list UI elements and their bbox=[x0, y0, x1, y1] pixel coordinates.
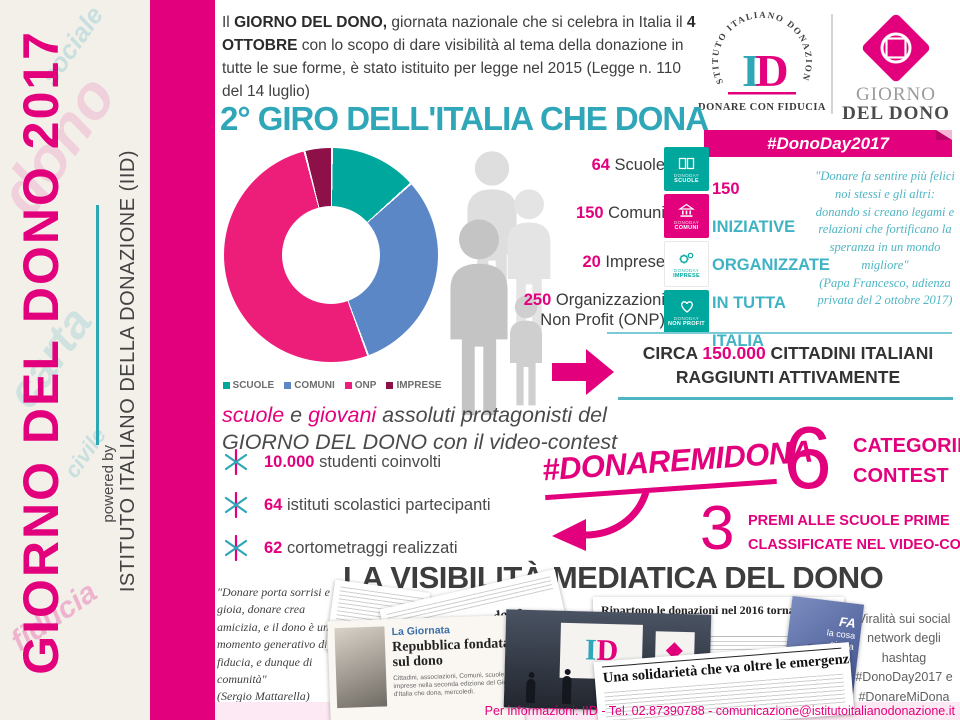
powered-by-label: powered by bbox=[100, 445, 117, 523]
person-silhouette bbox=[561, 675, 572, 705]
donut-chart bbox=[224, 148, 438, 362]
svg-text:D: D bbox=[755, 45, 788, 96]
divider-line bbox=[618, 397, 953, 400]
sparkle-icon bbox=[224, 534, 248, 562]
categories-number: 6 bbox=[783, 408, 832, 507]
stat-comuni: 150 Comuni bbox=[576, 204, 665, 222]
divider-line bbox=[607, 332, 952, 334]
person-silhouette bbox=[525, 678, 536, 704]
badge-scuole: DONODAY SCUOLE bbox=[664, 147, 709, 191]
intro-paragraph: Il GIORNO DEL DONO, giornata nazionale c… bbox=[222, 14, 696, 100]
legend-swatch bbox=[344, 382, 352, 389]
badge-comuni: DONODAY COMUNI bbox=[664, 194, 709, 238]
legend-item: COMUNI bbox=[284, 380, 335, 391]
legend-swatch bbox=[284, 382, 292, 389]
vertical-divider bbox=[96, 205, 99, 445]
legend-swatch bbox=[222, 382, 230, 389]
accent-bar bbox=[150, 0, 215, 720]
sparkle-icon bbox=[224, 448, 248, 476]
quote-papa-francesco: "Donare fa sentire più felici noi stessi… bbox=[815, 169, 955, 308]
organization-label: ISTITUTO ITALIANO DELLA DONAZIONE (IID) bbox=[117, 150, 139, 593]
badge-imprese: DONODAY IMPRESE bbox=[664, 241, 709, 287]
svg-text:DONARE CON FIDUCIA: DONARE CON FIDUCIA bbox=[698, 102, 826, 113]
protagonists-text: scuole e giovani assoluti protagonisti d… bbox=[222, 403, 618, 454]
bank-icon bbox=[678, 202, 695, 219]
giorno-del-dono-logo: GIORNO DEL DONO bbox=[842, 14, 950, 124]
badge-column: DONODAY SCUOLE DONODAY COMUNI DONODAY IM… bbox=[664, 147, 709, 334]
bullet-cortometraggi: 62 cortometraggi realizzati bbox=[222, 534, 491, 562]
legend-item: IMPRESE bbox=[386, 380, 441, 391]
sparkle-icon bbox=[224, 491, 248, 519]
social-virality-text: Viralità sui social network degli hashta… bbox=[855, 612, 953, 704]
sidebar: dono carta sociale fiducia civile GIORNO… bbox=[0, 0, 150, 720]
legend-swatch bbox=[386, 382, 394, 389]
section-heading-visibilita: LA VISIBILITÀ MEDIATICA DEL DONO bbox=[343, 560, 884, 595]
svg-text:GIORNO: GIORNO bbox=[856, 84, 936, 105]
reached-callout: CIRCA 150.000 CITTADINI ITALIANI RAGGIUN… bbox=[642, 343, 934, 387]
poster-title-vertical: GIORNO DEL DONO 2017 bbox=[13, 30, 69, 675]
badge-nonprofit: DONODAY NON PROFIT bbox=[664, 290, 709, 334]
ribbon-fold bbox=[936, 130, 952, 140]
donut-hole bbox=[282, 206, 380, 304]
diamond-icon bbox=[862, 14, 930, 82]
stat-imprese: 20 Imprese bbox=[582, 253, 665, 271]
iid-logo: ISTITUTO ITALIANO DONAZIONE I D DONARE C… bbox=[698, 6, 826, 113]
legend-item: SCUOLE bbox=[222, 380, 274, 391]
svg-text:I: I bbox=[742, 45, 760, 96]
section-heading-giro: 2° GIRO DELL'ITALIA CHE DONA bbox=[220, 100, 709, 137]
press-photo bbox=[334, 626, 388, 709]
stat-onp: 250 Organizzazioni Non Profit (ONP) bbox=[523, 291, 665, 330]
quote-mattarella: "Donare porta sorrisi e gioia, donare cr… bbox=[217, 585, 330, 704]
categories-label: CATEGORIE CONTEST bbox=[853, 435, 960, 487]
svg-text:DEL DONO: DEL DONO bbox=[842, 103, 950, 124]
prizes-label: PREMI ALLE SCUOLE PRIME CLASSIFICATE NEL… bbox=[748, 513, 960, 553]
initiatives-callout: 150 INIZIATIVE ORGANIZZATE IN TUTTA ITAL… bbox=[712, 180, 830, 350]
logo-block: ISTITUTO ITALIANO DONAZIONE I D DONARE C… bbox=[698, 6, 950, 124]
curved-arrow-icon bbox=[552, 492, 650, 551]
book-icon bbox=[678, 155, 695, 172]
bullet-studenti: 10.000 studenti coinvolti bbox=[222, 448, 491, 476]
bullet-list: 10.000 studenti coinvolti 64 istituti sc… bbox=[222, 448, 491, 577]
gears-icon bbox=[678, 250, 695, 267]
arrow-right-icon bbox=[552, 349, 614, 395]
donoday-ribbon: #DonoDay2017 bbox=[704, 130, 952, 157]
footer-contact: Per informazioni: IID - Tel. 02.87390788… bbox=[484, 704, 955, 718]
legend-item: ONP bbox=[344, 380, 376, 391]
chart-legend: SCUOLE COMUNI ONP IMPRESE bbox=[222, 380, 442, 391]
stat-scuole: 64 Scuole bbox=[591, 156, 665, 174]
prizes-number: 3 bbox=[700, 494, 735, 563]
bullet-istituti: 64 istituti scolastici partecipanti bbox=[222, 491, 491, 519]
heart-icon bbox=[679, 298, 695, 315]
